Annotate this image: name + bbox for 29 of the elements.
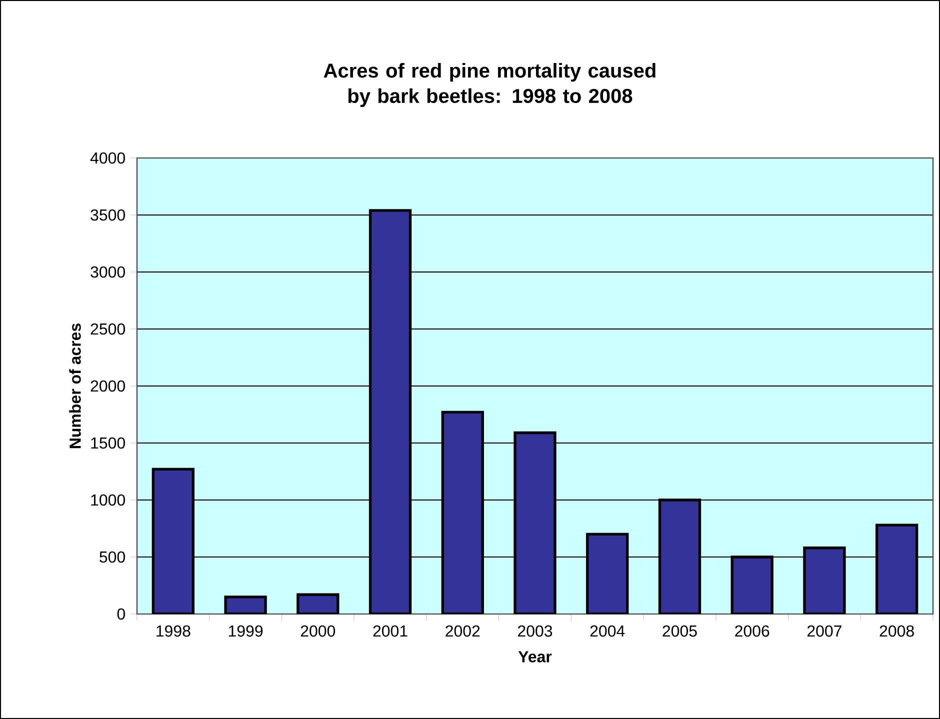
x-tick-label: 2008 — [880, 625, 914, 637]
y-tick-label: 1000 — [91, 494, 125, 506]
bar — [370, 210, 410, 614]
y-tick-label: 3000 — [90, 266, 125, 278]
y-tick-label: 500 — [100, 551, 125, 563]
bar — [515, 432, 555, 614]
y-axis-title: Number of acres — [69, 324, 81, 448]
x-tick-label: 2003 — [518, 625, 552, 637]
x-tick-label: 2000 — [300, 625, 336, 637]
y-tick-label: 2000 — [90, 380, 125, 392]
x-axis-title: Year — [518, 651, 552, 662]
x-tick-label: 2007 — [807, 625, 842, 637]
y-tick-label: 4000 — [90, 152, 125, 164]
x-tick-label: 1998 — [156, 625, 190, 637]
x-tick-label: 1999 — [228, 625, 263, 637]
y-tick-label: 1500 — [91, 437, 125, 449]
x-tick-label: 2004 — [590, 625, 625, 637]
chart-title: Acres of red pine mortality caused by bark beetles: 1998 to 2008 — [324, 63, 656, 107]
bar — [660, 500, 700, 614]
y-tick-label: 3500 — [90, 209, 125, 221]
bar — [442, 412, 483, 614]
bar — [587, 534, 628, 614]
x-tick-label: 2006 — [735, 625, 770, 637]
y-tick-label: 2500 — [90, 323, 125, 335]
x-tick-label: 2001 — [373, 625, 408, 637]
x-tick-label: 2002 — [446, 625, 480, 637]
y-tick-label: 0 — [117, 608, 126, 620]
bar — [153, 469, 194, 614]
x-tick-label: 2005 — [662, 625, 697, 637]
